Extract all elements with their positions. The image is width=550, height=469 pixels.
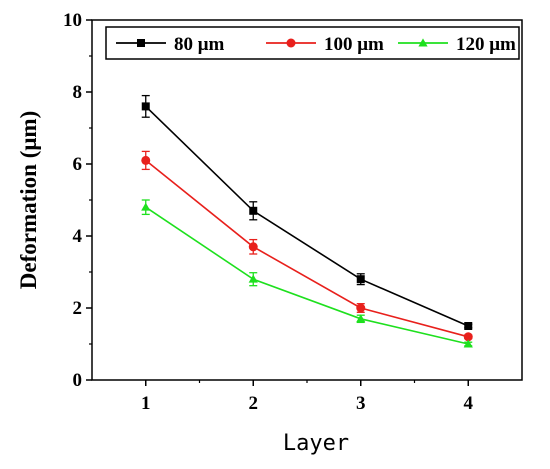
legend-entry-2: 120 μm	[398, 34, 516, 55]
y-axis-title: Deformation (μm)	[16, 111, 41, 289]
x-axis-title: Layer	[283, 431, 349, 456]
series-0	[141, 94, 473, 330]
series-line	[145, 105, 469, 327]
x-tick-label: 2	[249, 393, 259, 414]
data-point	[356, 314, 366, 323]
data-point	[463, 339, 473, 348]
x-axis-ticks: 1 2 3 4	[141, 380, 474, 414]
series-1	[141, 150, 473, 342]
y-tick-label: 10	[63, 10, 82, 31]
x-tick-label: 1	[141, 393, 151, 414]
data-point	[248, 242, 258, 252]
legend-label: 100 μm	[324, 34, 384, 55]
data-point	[141, 102, 150, 111]
data-point	[286, 38, 296, 48]
data-point	[249, 206, 258, 215]
y-tick-label: 6	[73, 154, 83, 175]
series-line	[145, 159, 469, 338]
data-point	[356, 275, 365, 284]
y-tick-label: 4	[73, 226, 83, 247]
legend: 80 μm 100 μm 120 μm	[105, 26, 520, 60]
data-point	[137, 39, 145, 47]
data-point	[356, 303, 366, 313]
legend-label: 120 μm	[456, 34, 516, 55]
data-point	[248, 274, 258, 283]
series-layer	[141, 94, 473, 348]
data-point	[463, 332, 473, 342]
plot-frame	[91, 19, 523, 381]
legend-entry-0: 80 μm	[116, 34, 225, 55]
legend-box	[105, 26, 520, 60]
y-tick-label: 2	[73, 298, 83, 319]
y-axis-ticks: 0 2 4 6 8 10	[63, 10, 92, 391]
data-point	[418, 38, 428, 47]
y-tick-label: 8	[73, 82, 83, 103]
legend-entry-1: 100 μm	[266, 34, 384, 55]
series-line	[145, 206, 469, 345]
series-2	[141, 199, 473, 348]
data-point	[141, 202, 151, 211]
data-point	[141, 155, 151, 165]
x-tick-label: 4	[464, 393, 474, 414]
legend-label: 80 μm	[174, 34, 225, 55]
data-point	[464, 322, 473, 330]
y-tick-label: 0	[73, 370, 83, 391]
x-tick-label: 3	[356, 393, 366, 414]
